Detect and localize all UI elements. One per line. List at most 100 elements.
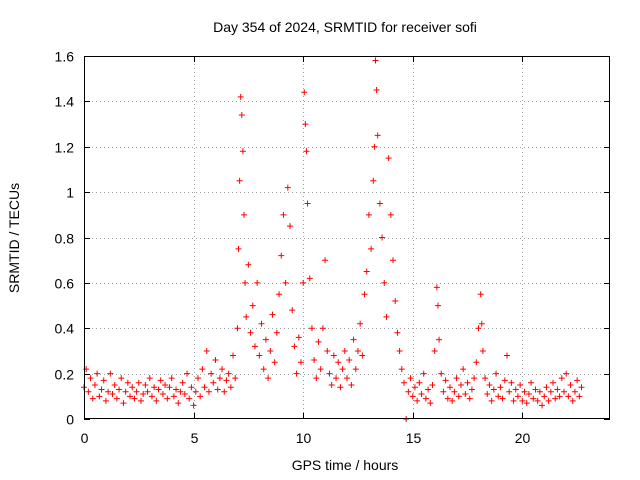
- data-point: [144, 388, 151, 395]
- data-point: [392, 298, 399, 305]
- data-point: [227, 384, 234, 391]
- data-point: [102, 397, 109, 404]
- data-point: [434, 302, 441, 309]
- x-tick-label: 15: [406, 430, 422, 446]
- data-point: [96, 393, 103, 400]
- data-point: [449, 397, 456, 404]
- data-point: [242, 279, 249, 286]
- data-point: [350, 336, 357, 343]
- data-point: [374, 132, 381, 139]
- data-point: [567, 381, 574, 388]
- data-point: [519, 397, 526, 404]
- data-point: [416, 379, 423, 386]
- data-point: [234, 325, 241, 332]
- data-point: [558, 375, 565, 382]
- data-point: [256, 352, 263, 359]
- data-point: [94, 370, 101, 377]
- data-point: [341, 347, 348, 354]
- data-point: [532, 386, 539, 393]
- data-point: [574, 377, 581, 384]
- data-point: [127, 393, 134, 400]
- data-point: [116, 386, 123, 393]
- data-point: [556, 393, 563, 400]
- grid-layer: [84, 56, 610, 419]
- data-point: [313, 375, 320, 382]
- data-point: [497, 384, 504, 391]
- data-point: [212, 357, 219, 364]
- y-tick-label: 0.6: [55, 276, 75, 292]
- x-tick-label: 20: [515, 430, 531, 446]
- data-point: [447, 384, 454, 391]
- y-tick-label: 0.8: [55, 231, 75, 247]
- data-point: [184, 370, 191, 377]
- data-point: [133, 388, 140, 395]
- data-point: [372, 57, 379, 64]
- data-point: [381, 279, 388, 286]
- data-point: [536, 388, 543, 395]
- data-point: [131, 395, 138, 402]
- data-point: [490, 386, 497, 393]
- data-point: [400, 379, 407, 386]
- data-point: [293, 370, 300, 377]
- data-point: [201, 384, 208, 391]
- data-point: [311, 357, 318, 364]
- data-point: [89, 395, 96, 402]
- points-layer: [81, 57, 585, 422]
- data-point: [328, 381, 335, 388]
- data-point: [433, 284, 440, 291]
- data-point: [422, 395, 429, 402]
- data-point: [510, 397, 517, 404]
- data-point: [273, 329, 280, 336]
- data-point: [291, 343, 298, 350]
- data-point: [122, 388, 129, 395]
- data-point: [508, 379, 515, 386]
- data-point: [179, 379, 186, 386]
- data-point: [335, 359, 342, 366]
- data-point: [346, 357, 353, 364]
- data-point: [361, 291, 368, 298]
- data-point: [295, 334, 302, 341]
- data-point: [394, 329, 401, 336]
- data-point: [107, 370, 114, 377]
- data-point: [287, 223, 294, 230]
- data-point: [315, 338, 322, 345]
- data-point: [576, 393, 583, 400]
- data-point: [216, 375, 223, 382]
- data-point: [300, 279, 307, 286]
- data-point: [525, 391, 532, 398]
- y-tick-label: 1.6: [55, 49, 75, 65]
- data-point: [214, 386, 221, 393]
- data-point: [578, 384, 585, 391]
- data-point: [478, 320, 485, 327]
- data-point: [278, 252, 285, 259]
- data-point: [506, 388, 513, 395]
- data-point: [162, 381, 169, 388]
- data-point: [237, 93, 244, 100]
- data-point: [317, 366, 324, 373]
- chart-title: Day 354 of 2024, SRMTID for receiver sof…: [213, 19, 477, 35]
- data-point: [199, 366, 206, 373]
- y-axis-title: SRMTID / TECUs: [6, 183, 22, 293]
- data-point: [486, 381, 493, 388]
- data-point: [170, 393, 177, 400]
- data-point: [238, 111, 245, 118]
- data-point: [545, 397, 552, 404]
- data-point: [297, 359, 304, 366]
- data-point: [390, 257, 397, 264]
- data-point: [221, 388, 228, 395]
- data-point: [303, 148, 310, 155]
- data-point: [563, 370, 570, 377]
- data-point: [464, 379, 471, 386]
- data-point: [530, 395, 537, 402]
- data-point: [370, 177, 377, 184]
- data-point: [269, 311, 276, 318]
- data-point: [371, 143, 378, 150]
- data-point: [98, 386, 105, 393]
- data-point: [484, 391, 491, 398]
- data-point: [137, 397, 144, 404]
- data-point: [337, 384, 344, 391]
- data-point: [462, 391, 469, 398]
- data-point: [142, 381, 149, 388]
- data-point: [407, 375, 414, 382]
